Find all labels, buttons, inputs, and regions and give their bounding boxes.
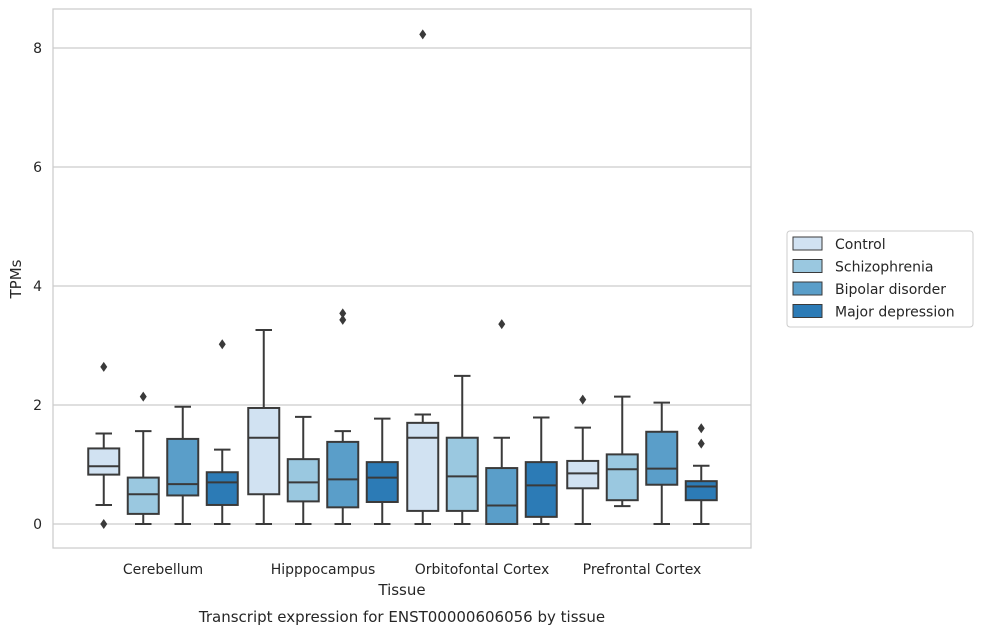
box-iqr xyxy=(445,436,479,512)
box-iqr xyxy=(166,437,200,497)
box-iqr xyxy=(406,421,440,512)
box-iqr xyxy=(247,406,281,496)
box-iqr xyxy=(605,453,639,502)
box-iqr xyxy=(684,480,718,502)
y-axis-label: TPMs xyxy=(7,259,25,299)
x-tick-label: Hipppocampus xyxy=(271,562,376,578)
chart-caption: Transcript expression for ENST0000060605… xyxy=(198,608,605,626)
box-bipolar-disorder xyxy=(166,405,200,525)
y-tick-label: 2 xyxy=(33,398,42,414)
x-axis-label: Tissue xyxy=(377,581,425,599)
outlier-point xyxy=(139,391,147,402)
box-iqr xyxy=(645,430,679,486)
box-bipolar-disorder xyxy=(326,308,360,525)
outlier-point xyxy=(498,319,506,330)
box-control xyxy=(87,361,121,529)
box-iqr xyxy=(126,476,160,515)
outlier-point xyxy=(100,361,108,372)
box-major-depression xyxy=(524,416,558,525)
box-iqr xyxy=(566,459,600,490)
y-tick-label: 4 xyxy=(33,279,42,295)
legend-label: Bipolar disorder xyxy=(835,282,946,298)
legend-swatch xyxy=(792,236,823,251)
grid-lines xyxy=(53,47,751,525)
box-iqr xyxy=(205,471,239,506)
box-iqr xyxy=(326,440,360,509)
legend-swatch xyxy=(792,304,823,318)
legend-label: Control xyxy=(835,237,886,253)
box-bipolar-disorder xyxy=(485,319,519,526)
box-iqr xyxy=(365,461,399,503)
outlier-point xyxy=(100,519,108,529)
legend: Control Schizophrenia Bipolar disorder Majo… xyxy=(786,230,974,328)
y-tick-labels: 0 2 4 6 8 xyxy=(33,41,42,533)
outlier-point xyxy=(697,423,705,434)
outlier-point xyxy=(419,29,427,40)
legend-label: Schizophrenia xyxy=(835,260,933,276)
plot-frame xyxy=(52,8,752,549)
y-tick-label: 8 xyxy=(33,41,42,57)
y-tick-label: 0 xyxy=(33,517,42,533)
box-schizophrenia xyxy=(286,415,320,525)
box-iqr xyxy=(485,467,519,526)
legend-label: Major depression xyxy=(835,305,955,321)
x-tick-labels: Cerebellum Hipppocampus Orbitofontal Corte… xyxy=(123,562,701,578)
box-control xyxy=(247,329,281,525)
box-iqr xyxy=(524,461,558,518)
x-tick-label: Orbitofontal Cortex xyxy=(415,562,550,578)
x-tick-label: Cerebellum xyxy=(123,562,203,578)
legend-swatch xyxy=(792,281,823,296)
outlier-point xyxy=(579,394,587,405)
legend-frame xyxy=(786,230,974,328)
box-control xyxy=(406,29,440,525)
legend-swatch xyxy=(792,259,823,273)
box-iqr xyxy=(87,447,121,476)
box-major-depression xyxy=(365,417,399,525)
box-major-depression xyxy=(205,339,239,525)
box-iqr xyxy=(286,458,320,503)
box-control xyxy=(566,394,600,525)
box-schizophrenia xyxy=(445,374,479,525)
x-tick-label: Prefrontal Cortex xyxy=(583,562,702,578)
box-schizophrenia xyxy=(126,391,160,525)
outlier-point xyxy=(697,438,705,449)
outlier-point xyxy=(339,308,347,319)
outlier-point xyxy=(218,339,226,350)
box-major-depression xyxy=(684,423,718,525)
outlier-point xyxy=(339,314,347,325)
box-bipolar-disorder xyxy=(645,401,679,525)
y-tick-label: 6 xyxy=(33,160,42,176)
box-series-group xyxy=(87,29,718,529)
box-schizophrenia xyxy=(605,395,639,508)
